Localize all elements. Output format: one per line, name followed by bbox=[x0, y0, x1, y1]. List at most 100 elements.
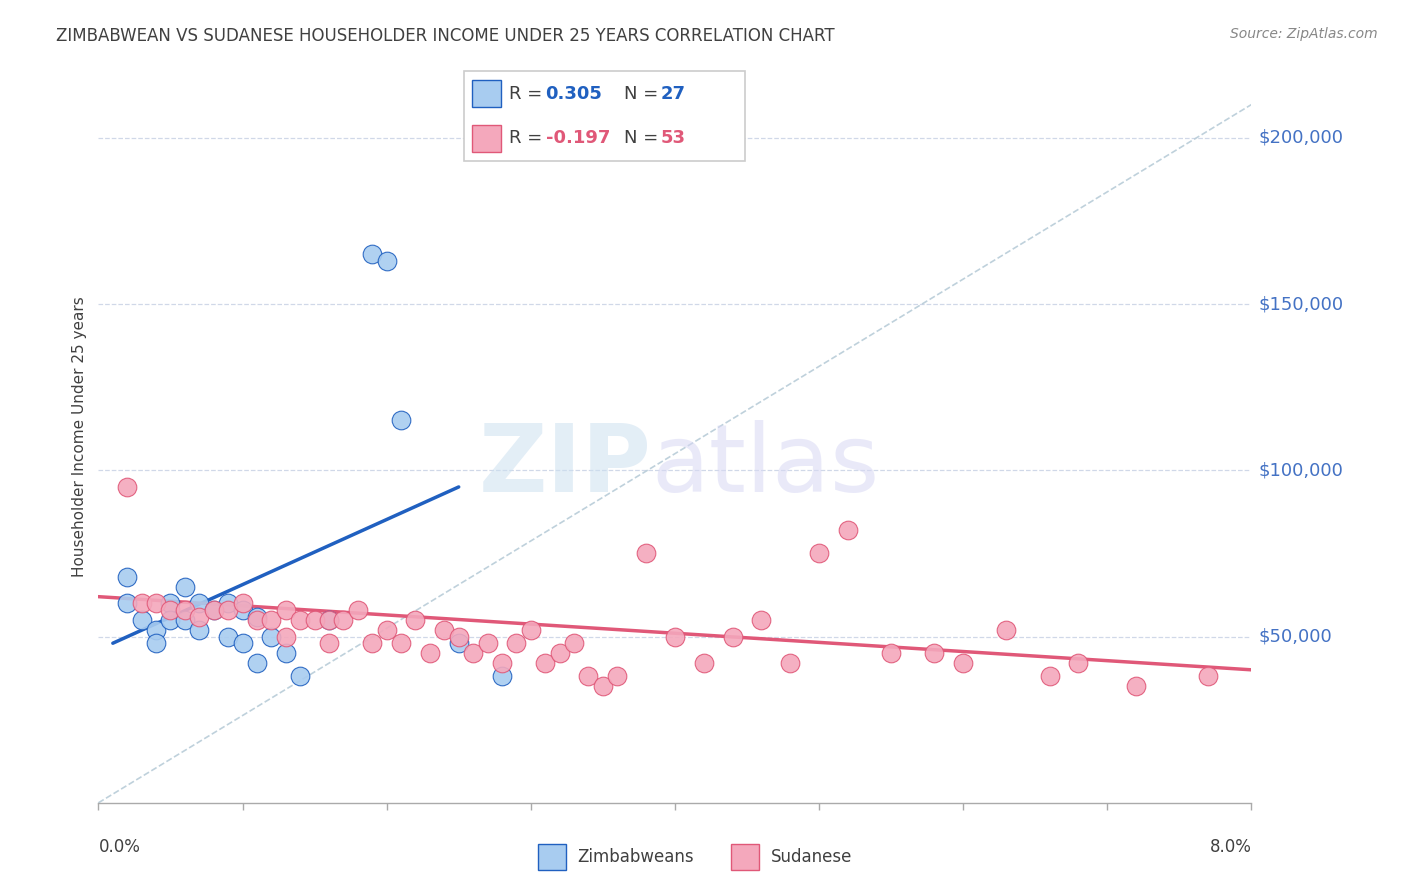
Text: $150,000: $150,000 bbox=[1258, 295, 1344, 313]
Text: 0.305: 0.305 bbox=[546, 85, 602, 103]
Point bbox=[332, 613, 354, 627]
Text: 8.0%: 8.0% bbox=[1209, 838, 1251, 856]
Point bbox=[664, 630, 686, 644]
Point bbox=[807, 546, 830, 560]
Point bbox=[389, 413, 412, 427]
Point bbox=[1067, 656, 1090, 670]
Point bbox=[693, 656, 716, 670]
Point bbox=[636, 546, 658, 560]
Text: R =: R = bbox=[509, 85, 548, 103]
Point bbox=[318, 613, 340, 627]
Point bbox=[174, 603, 197, 617]
Point bbox=[433, 623, 456, 637]
Text: Sudanese: Sudanese bbox=[770, 848, 852, 866]
Text: R =: R = bbox=[509, 129, 548, 147]
Point bbox=[361, 247, 384, 261]
Point bbox=[145, 636, 167, 650]
Point bbox=[231, 603, 254, 617]
Point bbox=[188, 623, 211, 637]
Text: Source: ZipAtlas.com: Source: ZipAtlas.com bbox=[1230, 27, 1378, 41]
Bar bbox=[472, 125, 501, 152]
Point bbox=[290, 613, 312, 627]
Point bbox=[131, 596, 153, 610]
Point bbox=[375, 253, 398, 268]
Point bbox=[217, 630, 239, 644]
Point bbox=[174, 613, 197, 627]
Point bbox=[419, 646, 441, 660]
Point bbox=[505, 636, 527, 650]
Text: ZIP: ZIP bbox=[479, 420, 652, 512]
Text: $50,000: $50,000 bbox=[1258, 628, 1331, 646]
Point bbox=[188, 596, 211, 610]
Point bbox=[231, 596, 254, 610]
Point bbox=[202, 603, 225, 617]
Point bbox=[117, 480, 138, 494]
Bar bbox=[538, 844, 565, 871]
Text: $100,000: $100,000 bbox=[1258, 461, 1343, 479]
Point bbox=[246, 656, 269, 670]
Text: 0.0%: 0.0% bbox=[98, 838, 141, 856]
Point bbox=[562, 636, 585, 650]
Point bbox=[534, 656, 557, 670]
Point bbox=[1197, 669, 1219, 683]
Point bbox=[117, 596, 138, 610]
Point bbox=[592, 680, 614, 694]
Point bbox=[1125, 680, 1147, 694]
Point bbox=[159, 613, 181, 627]
Point bbox=[145, 623, 167, 637]
Point bbox=[461, 646, 484, 660]
Point bbox=[231, 636, 254, 650]
Point bbox=[837, 523, 859, 537]
Point bbox=[318, 636, 340, 650]
Point bbox=[491, 669, 513, 683]
Point bbox=[519, 623, 541, 637]
Point bbox=[145, 596, 167, 610]
Point bbox=[217, 596, 239, 610]
Point bbox=[721, 630, 744, 644]
Point bbox=[260, 630, 283, 644]
Point bbox=[447, 636, 470, 650]
Point bbox=[290, 669, 312, 683]
Point bbox=[389, 636, 412, 650]
Bar bbox=[472, 80, 501, 107]
Point bbox=[779, 656, 801, 670]
Point bbox=[995, 623, 1018, 637]
Point bbox=[346, 603, 368, 617]
Point bbox=[318, 613, 340, 627]
Point bbox=[188, 609, 211, 624]
Text: ZIMBABWEAN VS SUDANESE HOUSEHOLDER INCOME UNDER 25 YEARS CORRELATION CHART: ZIMBABWEAN VS SUDANESE HOUSEHOLDER INCOM… bbox=[56, 27, 835, 45]
Point bbox=[952, 656, 974, 670]
Point bbox=[606, 669, 628, 683]
Point bbox=[924, 646, 946, 660]
Point bbox=[274, 603, 297, 617]
Point bbox=[375, 623, 398, 637]
Point bbox=[246, 613, 269, 627]
Text: N =: N = bbox=[624, 85, 664, 103]
Text: -0.197: -0.197 bbox=[546, 129, 610, 147]
Point bbox=[405, 613, 427, 627]
Text: 27: 27 bbox=[661, 85, 686, 103]
Point bbox=[1038, 669, 1062, 683]
Point bbox=[246, 609, 269, 624]
Point bbox=[159, 596, 181, 610]
Point bbox=[202, 603, 225, 617]
FancyBboxPatch shape bbox=[464, 71, 745, 161]
Point bbox=[880, 646, 903, 660]
Bar bbox=[731, 844, 759, 871]
Text: 53: 53 bbox=[661, 129, 686, 147]
Point bbox=[260, 613, 283, 627]
Point bbox=[477, 636, 499, 650]
Point bbox=[159, 603, 181, 617]
Text: Zimbabweans: Zimbabweans bbox=[578, 848, 695, 866]
Text: atlas: atlas bbox=[652, 420, 880, 512]
Text: N =: N = bbox=[624, 129, 664, 147]
Point bbox=[447, 630, 470, 644]
Point bbox=[304, 613, 326, 627]
Point bbox=[117, 570, 138, 584]
Text: $200,000: $200,000 bbox=[1258, 128, 1343, 147]
Point bbox=[274, 630, 297, 644]
Point bbox=[751, 613, 773, 627]
Y-axis label: Householder Income Under 25 years: Householder Income Under 25 years bbox=[72, 297, 87, 577]
Point bbox=[274, 646, 297, 660]
Point bbox=[361, 636, 384, 650]
